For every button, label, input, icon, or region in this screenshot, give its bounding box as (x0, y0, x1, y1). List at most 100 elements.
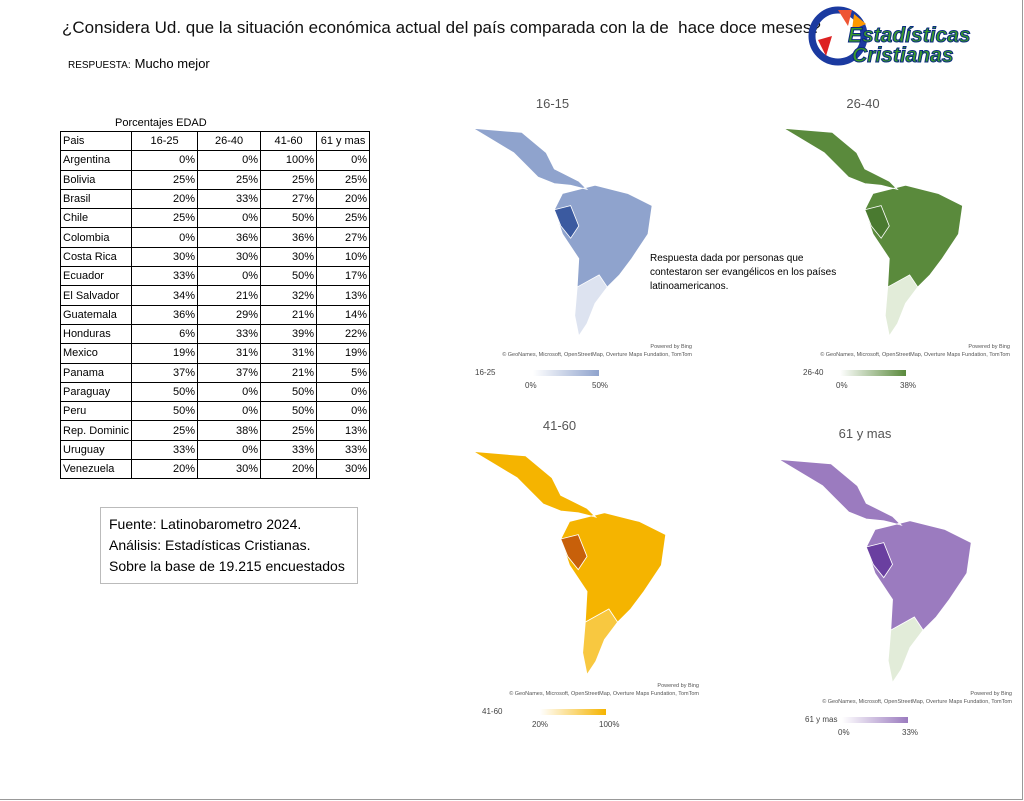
country-name: Paraguay (59, 381, 133, 403)
cell-value: 33% (316, 439, 371, 461)
cell-value: 37% (131, 362, 199, 383)
cell-value: 0% (197, 150, 262, 171)
table: Pais 16-25 26-40 41-60 61 y mas Argentina 0% 0%… (59, 130, 371, 480)
table-caption: Porcentajes EDAD (115, 117, 207, 129)
legend-min: 20% (532, 720, 549, 729)
logo-text: Cristianas (852, 44, 954, 67)
legend-bar (533, 370, 599, 376)
table-row: Rep. Dominic 25% 38% 25% 13% (59, 420, 371, 441)
legend-bar (540, 709, 606, 715)
cell-value: 25% (131, 420, 199, 441)
map-title: 61 y mas (838, 426, 892, 441)
map-region-high (864, 205, 890, 239)
logo-text: Estadísticas (848, 24, 971, 47)
column-header: Pais (59, 130, 133, 152)
country-name: Costa Rica (59, 246, 133, 268)
map (778, 459, 972, 684)
source-note: Fuente: Latinobarometro 2024. Análisis: … (100, 507, 358, 584)
map (472, 451, 667, 676)
table-row: Paraguay 50% 0% 50% 0% (59, 381, 371, 403)
map-shape (472, 127, 653, 337)
attribution: © GeoNames, Microsoft, OpenStreetMap, Ov… (822, 699, 1012, 705)
cell-value: 25% (316, 208, 371, 229)
column-header: 16-25 (131, 130, 199, 152)
attribution: © GeoNames, Microsoft, OpenStreetMap, Ov… (509, 691, 699, 697)
map-title: 26-40 (846, 96, 880, 111)
legend-label: 61 y mas (805, 715, 838, 724)
country-name: Rep. Dominic (59, 420, 133, 441)
map-region-low (574, 274, 608, 337)
logo-segment (818, 36, 832, 56)
cell-value: 50% (131, 401, 199, 422)
cell-value: 29% (197, 304, 262, 325)
cell-value: 13% (316, 420, 371, 441)
cell-value: 13% (316, 285, 371, 306)
country-name: Ecuador (59, 266, 133, 287)
attribution: Powered by Bing (650, 344, 692, 350)
map-shape (783, 127, 963, 337)
cell-value: 0% (197, 266, 262, 287)
cell-value: 50% (260, 381, 318, 403)
cell-value: 25% (260, 420, 318, 441)
attribution: Powered by Bing (968, 344, 1010, 350)
cell-value: 38% (197, 420, 262, 441)
logo-segment (852, 14, 866, 30)
cell-value: 36% (197, 227, 262, 248)
column-header: 61 y mas (316, 130, 371, 152)
cell-value: 6% (131, 323, 199, 345)
table-row: Argentina 0% 0% 100% 0% (59, 150, 371, 171)
country-name: Colombia (59, 227, 133, 248)
table-row: Venezuela 20% 30% 20% 30% (59, 459, 371, 480)
cell-value: 36% (260, 227, 318, 248)
cell-value: 100% (260, 150, 318, 171)
country-name: Argentina (59, 150, 133, 171)
country-name: Chile (59, 208, 133, 229)
cell-value: 20% (260, 459, 318, 480)
annotation-line: latinoamericanos. (650, 281, 729, 292)
legend-bar (840, 370, 906, 376)
cell-value: 30% (197, 246, 262, 268)
cell-value: 19% (131, 343, 199, 364)
cell-value: 36% (131, 304, 199, 325)
cell-value: 0% (131, 227, 199, 248)
country-name: Brasil (59, 188, 133, 210)
attribution: © GeoNames, Microsoft, OpenStreetMap, Ov… (502, 352, 692, 358)
legend-min: 0% (836, 381, 848, 390)
map-title: 41-60 (542, 418, 577, 433)
cell-value: 25% (131, 169, 199, 190)
cell-value: 33% (197, 188, 262, 210)
cell-value: 50% (260, 208, 318, 229)
cell-value: 25% (197, 169, 262, 190)
cell-value: 50% (131, 381, 199, 403)
country-name: Peru (59, 401, 133, 422)
cell-value: 30% (260, 246, 318, 268)
country-name: Guatemala (59, 304, 133, 325)
cell-value: 0% (316, 150, 371, 171)
cell-value: 37% (197, 362, 262, 383)
column-header: 26-40 (197, 130, 262, 152)
cell-value: 0% (197, 381, 262, 403)
cell-value: 5% (316, 362, 371, 383)
cell-value: 0% (316, 381, 371, 403)
response-label: RESPUESTA: (68, 60, 131, 71)
cell-value: 0% (197, 208, 262, 229)
table-header-row: Pais 16-25 26-40 41-60 61 y mas (59, 130, 371, 152)
attribution: © GeoNames, Microsoft, OpenStreetMap, Ov… (820, 352, 1010, 358)
cell-value: 17% (316, 266, 371, 287)
note-line: Análisis: Estadísticas Cristianas. (109, 537, 311, 553)
response-value: Mucho mejor (134, 56, 210, 71)
cell-value: 14% (316, 304, 371, 325)
cell-value: 21% (260, 304, 318, 325)
map-region-high (553, 205, 580, 239)
table-row: Honduras 6% 33% 39% 22% (59, 323, 371, 345)
map-panel: 41-60 Powered by Bing © GeoNames, Microsof… (412, 410, 707, 745)
attribution: Powered by Bing (657, 683, 699, 689)
cell-value: 50% (260, 401, 318, 422)
table-row: El Salvador 34% 21% 32% 13% (59, 285, 371, 306)
cell-value: 0% (316, 401, 371, 422)
legend-bar (842, 717, 908, 723)
map-region-high (560, 534, 588, 571)
title: ¿Considera Ud. que la situación económic… (62, 18, 821, 37)
cell-value: 30% (316, 459, 371, 480)
